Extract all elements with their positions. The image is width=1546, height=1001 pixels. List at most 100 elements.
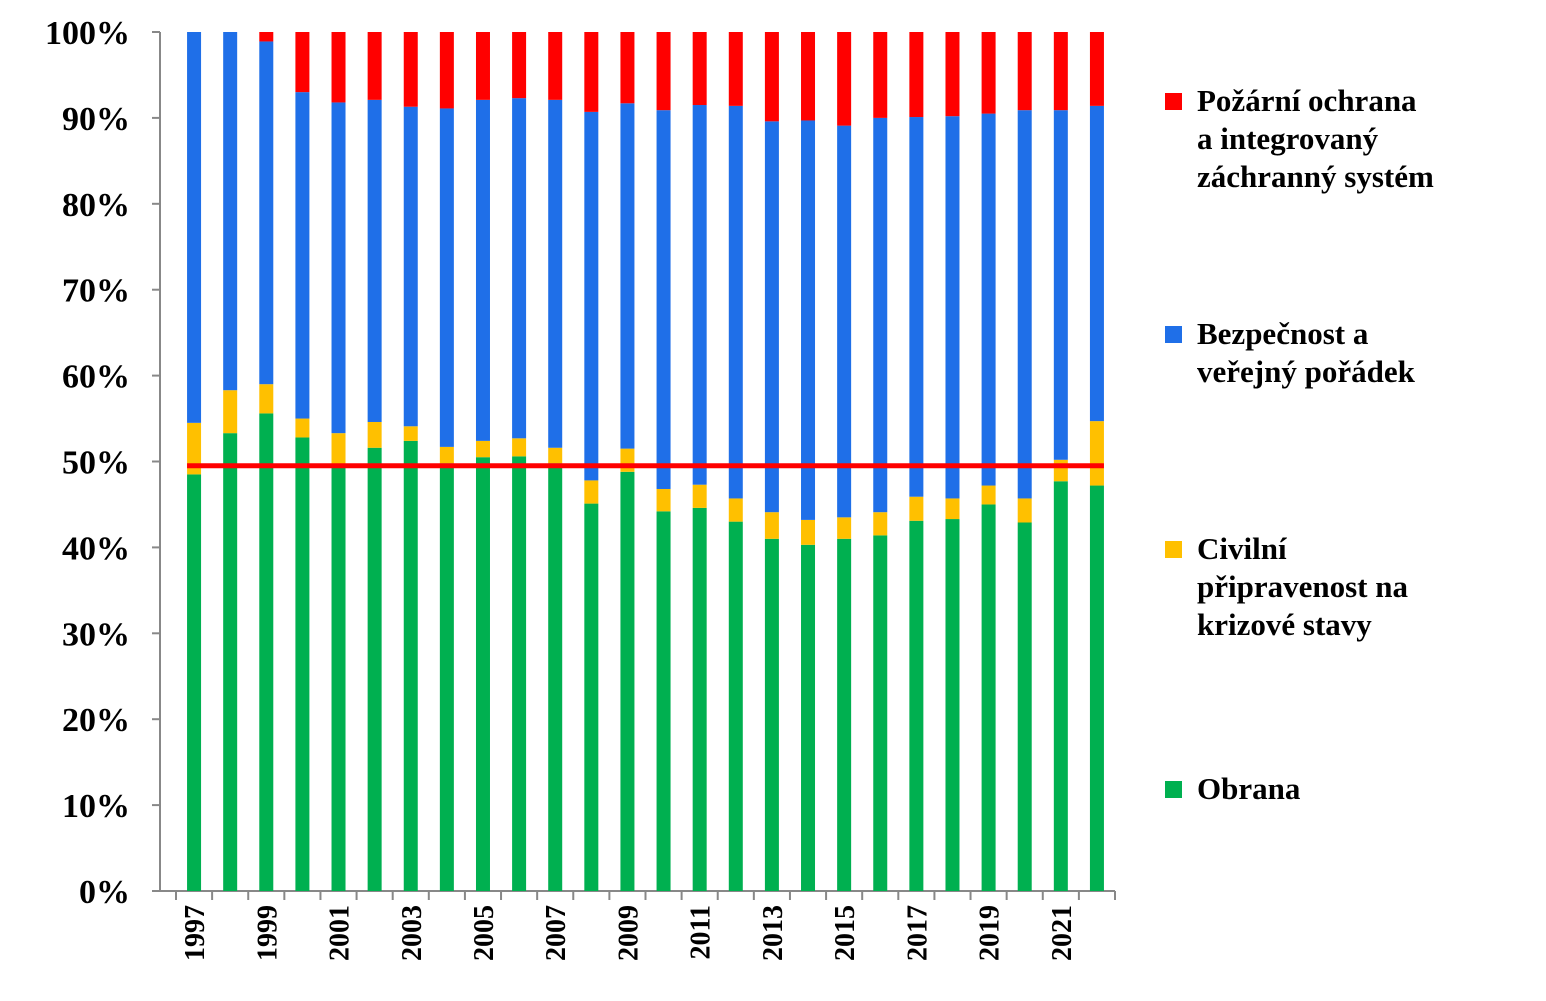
bar-segment [873, 512, 888, 536]
bar-segment [1017, 110, 1032, 499]
x-tick-label: 1999 [252, 905, 283, 961]
bar-segment [909, 496, 924, 521]
bar-segment [223, 390, 238, 434]
legend-label: Požární ochrana a integrovaný záchranný … [1197, 83, 1434, 194]
y-tick-label: 100% [45, 15, 130, 52]
bar-segment [331, 433, 346, 466]
legend-swatch [1165, 781, 1182, 798]
bar-segment [1089, 421, 1104, 486]
x-tick-label: 2013 [758, 905, 789, 961]
bar-segment [475, 32, 490, 100]
bar-segment [873, 32, 888, 118]
bar-segment [1089, 105, 1104, 422]
bar-segment [1089, 485, 1104, 891]
bar-segment [512, 456, 527, 891]
bar-segment [656, 110, 671, 489]
bar-segment [1017, 32, 1032, 111]
bar-segment [187, 422, 202, 475]
bar-segment [620, 471, 635, 891]
bar-segment [909, 520, 924, 891]
bar-segment [584, 32, 599, 112]
bar-segment [1053, 459, 1068, 482]
bar-segment [981, 504, 996, 891]
bar-segment [981, 32, 996, 114]
x-tick-label: 2007 [541, 905, 572, 961]
bar-segment [764, 512, 779, 539]
bar-segment [764, 538, 779, 891]
bar-segment [584, 503, 599, 891]
bar-segment [620, 448, 635, 472]
bar-segment [512, 438, 527, 457]
bar-segment [512, 32, 527, 99]
y-tick-label: 50% [62, 445, 130, 482]
legend-item: Bezpečnost a veřejný pořádek [1165, 315, 1415, 391]
bar-segment [945, 519, 960, 891]
bar-segment [1053, 110, 1068, 460]
x-tick-label: 2003 [397, 905, 428, 961]
bar-segment [475, 99, 490, 441]
bar-segment [692, 507, 707, 891]
bar-segment [403, 440, 418, 891]
bar-segment [692, 32, 707, 106]
y-tick-label: 10% [62, 788, 130, 825]
y-tick-label: 70% [62, 273, 130, 310]
y-tick-label: 80% [62, 187, 130, 224]
bar-segment [295, 437, 310, 891]
legend-item: Obrana [1165, 770, 1300, 808]
bar-segment [945, 32, 960, 117]
legend-item: Požární ochrana a integrovaný záchranný … [1165, 82, 1434, 196]
bar-segment [728, 105, 743, 499]
bar-segment [439, 446, 454, 464]
x-tick-label: 2009 [613, 905, 644, 961]
y-tick-label: 0% [79, 874, 130, 911]
bar-segment [728, 521, 743, 891]
bar-segment [367, 421, 382, 448]
bar-segment [295, 418, 310, 438]
bar-segment [837, 517, 852, 539]
legend-swatch [1165, 326, 1182, 343]
x-tick-label: 2017 [902, 905, 933, 961]
legend-label: Bezpečnost a veřejný pořádek [1197, 316, 1415, 389]
bar-segment [692, 105, 707, 485]
bar-segment [873, 535, 888, 891]
bar-segment [837, 32, 852, 126]
bar-segment [367, 32, 382, 100]
bar-segment [620, 32, 635, 104]
bar-segment [837, 538, 852, 891]
bar-segment [475, 457, 490, 891]
y-tick-label: 30% [62, 616, 130, 653]
bar-segment [728, 32, 743, 106]
bar-segment [403, 106, 418, 427]
bar-segment [187, 474, 202, 891]
x-tick-label: 2021 [1047, 905, 1078, 961]
bar-segment [656, 511, 671, 891]
bar-segment [1053, 481, 1068, 891]
y-tick-label: 40% [62, 530, 130, 567]
bar-segment [656, 32, 671, 111]
bar-segment [259, 384, 274, 414]
bar-segment [439, 108, 454, 447]
legend-label: Obrana [1197, 771, 1301, 806]
bar-segment [764, 121, 779, 513]
bar-segment [1017, 498, 1032, 523]
x-tick-label: 2001 [325, 905, 356, 961]
bar-segment [403, 426, 418, 441]
bar-segment [367, 99, 382, 422]
bar-segment [548, 99, 563, 448]
bar-segment [259, 32, 274, 42]
bar-segment [223, 433, 238, 891]
bar-segment [981, 485, 996, 505]
bar-segment [439, 32, 454, 109]
bar-segment [1089, 32, 1104, 106]
bar-segment [403, 32, 418, 107]
x-tick-label: 1997 [180, 905, 211, 961]
bar-segment [837, 125, 852, 518]
bar-segment [728, 498, 743, 522]
x-tick-label: 2015 [830, 905, 861, 961]
y-tick-label: 20% [62, 702, 130, 739]
bar-segment [259, 413, 274, 891]
bar-segment [692, 484, 707, 508]
bar-segment [475, 440, 490, 458]
